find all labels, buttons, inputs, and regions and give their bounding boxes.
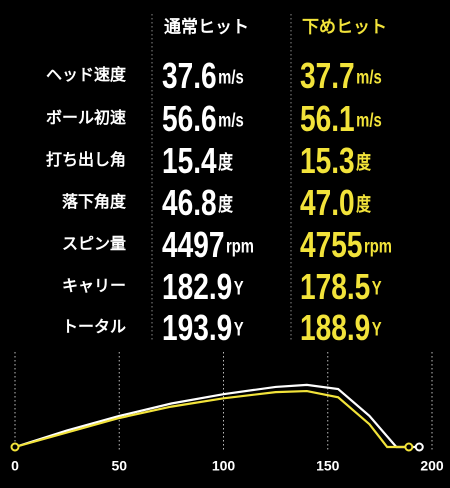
row-label: キャリー — [62, 278, 126, 295]
column-header: 通常ヒット — [164, 16, 249, 36]
value: 15.4 — [162, 140, 217, 180]
row-label: 打ち出し角 — [46, 150, 126, 169]
unit: m/s — [218, 109, 244, 130]
value-text: 56.1m/s — [300, 98, 382, 138]
value-cell: 178.5Y — [300, 266, 382, 306]
start-marker — [10, 442, 20, 452]
value-cell: 4755rpm — [300, 224, 392, 264]
value: 193.9 — [162, 307, 232, 347]
value-text: 37.6m/s — [162, 55, 244, 95]
unit: 度 — [356, 192, 372, 214]
value-cell: 182.9Y — [162, 266, 244, 306]
column-header: 下めヒット — [302, 17, 387, 36]
value: 56.1 — [300, 98, 355, 138]
value: 47.0 — [300, 182, 355, 222]
unit: Y — [234, 318, 244, 339]
value: 15.3 — [300, 140, 355, 180]
value-text: 193.9Y — [162, 307, 244, 347]
value-cell: 56.6m/s — [162, 98, 244, 138]
value-cell: 47.0度 — [300, 182, 372, 222]
value-cell: 15.4度 — [162, 140, 234, 180]
unit: m/s — [218, 66, 244, 87]
unit: rpm — [226, 235, 254, 256]
value-text: 46.8度 — [162, 182, 234, 222]
unit: Y — [372, 318, 382, 339]
unit: m/s — [356, 109, 382, 130]
value-text: 15.4度 — [162, 140, 234, 180]
value-cell: 56.1m/s — [300, 98, 382, 138]
x-tick-label: 50 — [111, 458, 127, 474]
value-cell: 4497rpm — [162, 224, 254, 264]
x-tick-label: 0 — [11, 458, 19, 474]
value-text: 15.3度 — [300, 140, 372, 180]
value-cell: 37.6m/s — [162, 55, 244, 95]
value-text: 178.5Y — [300, 266, 382, 306]
value-text: 182.9Y — [162, 266, 244, 306]
value: 37.6 — [162, 55, 217, 95]
row-label: トータル — [62, 318, 126, 336]
x-tick-label: 200 — [420, 458, 444, 474]
value-text: 47.0度 — [300, 182, 372, 222]
unit: 度 — [218, 150, 234, 172]
value: 4497 — [162, 224, 224, 264]
unit: 度 — [218, 192, 234, 214]
value-text: 4497rpm — [162, 224, 254, 264]
row-label: 落下角度 — [62, 192, 127, 211]
unit: rpm — [364, 235, 392, 256]
trajectory — [14, 389, 409, 449]
unit: Y — [372, 277, 382, 298]
end-marker — [404, 442, 414, 452]
row-label: ヘッド速度 — [46, 65, 127, 84]
value: 178.5 — [300, 266, 370, 306]
value-cell: 188.9Y — [300, 307, 382, 347]
row-label: スピン量 — [62, 235, 126, 253]
value: 182.9 — [162, 266, 232, 306]
trajectory — [14, 383, 420, 449]
unit: m/s — [356, 66, 382, 87]
x-tick-label: 150 — [316, 458, 340, 474]
value-cell: 193.9Y — [162, 307, 244, 347]
value-text: 188.9Y — [300, 307, 382, 347]
value: 46.8 — [162, 182, 217, 222]
row-label: ボール初速 — [46, 108, 126, 127]
value-text: 4755rpm — [300, 224, 392, 264]
unit: 度 — [356, 150, 372, 172]
value-cell: 37.7m/s — [300, 55, 382, 95]
value: 37.7 — [300, 55, 355, 95]
value: 56.6 — [162, 98, 217, 138]
value-cell: 46.8度 — [162, 182, 234, 222]
end-marker — [414, 442, 424, 452]
value-text: 56.6m/s — [162, 98, 244, 138]
unit: Y — [234, 277, 244, 298]
x-tick-label: 100 — [212, 458, 236, 474]
value-cell: 15.3度 — [300, 140, 372, 180]
value-text: 37.7m/s — [300, 55, 382, 95]
value: 188.9 — [300, 307, 370, 347]
value: 4755 — [300, 224, 362, 264]
